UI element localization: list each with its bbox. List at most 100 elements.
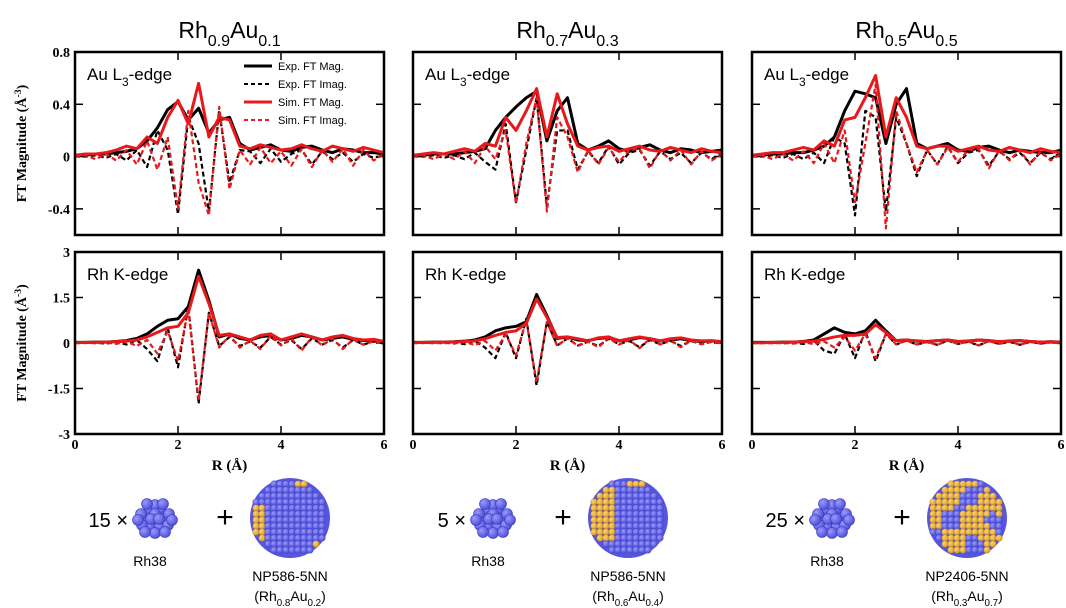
- rh-atom: [270, 522, 278, 530]
- rh-atom: [276, 504, 284, 512]
- rh-atom: [288, 510, 296, 518]
- au-atom: [977, 522, 985, 530]
- au-atom: [590, 528, 598, 536]
- rh-atom: [300, 546, 308, 554]
- rh-atom: [632, 492, 640, 500]
- au-atom: [590, 510, 598, 518]
- au-atom: [252, 516, 260, 524]
- rh-atom: [258, 498, 266, 506]
- rh-atom: [941, 510, 949, 518]
- series-line: [75, 274, 384, 345]
- plot-area: [752, 318, 1061, 363]
- rh-atom: [300, 534, 308, 542]
- text-part: Rh: [178, 17, 207, 43]
- rh-atom: [288, 528, 296, 536]
- text-part: 0.5: [885, 32, 907, 50]
- large-label: NP2406-5NN: [925, 568, 1008, 584]
- au-atom: [989, 492, 997, 500]
- au-atom: [632, 480, 640, 488]
- rh-atom: [608, 480, 616, 488]
- text-part: Au: [568, 17, 596, 43]
- series-line: [413, 87, 722, 157]
- au-atom: [596, 534, 604, 542]
- au-atom: [602, 516, 610, 524]
- au-atom: [258, 528, 266, 536]
- large-label: NP586-5NN: [252, 568, 327, 584]
- rh-atom: [965, 486, 973, 494]
- text-part: 0.3: [596, 32, 618, 50]
- rh-atom: [644, 498, 652, 506]
- rh-atom: [977, 480, 985, 488]
- rh-atom: [282, 492, 290, 500]
- series-line: [413, 96, 722, 213]
- rh-atom: [282, 504, 290, 512]
- au-atom: [977, 492, 985, 500]
- au-atom: [608, 510, 616, 518]
- au-atom: [953, 486, 961, 494]
- au-atom: [596, 492, 604, 500]
- rh-atom: [282, 528, 290, 536]
- au-atom: [989, 528, 997, 536]
- rh-atom: [306, 516, 314, 524]
- rh-atom: [656, 498, 664, 506]
- rh38-atom: [477, 526, 489, 538]
- au-atom: [638, 480, 646, 488]
- rh-atom: [977, 546, 985, 554]
- multiplier: 5 ×: [438, 510, 466, 532]
- au-atom: [602, 486, 610, 494]
- legend-label: Exp. FT Imag.: [278, 79, 347, 91]
- au-atom: [602, 522, 610, 530]
- text-part: ): [659, 588, 664, 604]
- rh-atom: [614, 516, 622, 524]
- au-atom: [983, 492, 991, 500]
- rh-atom: [264, 486, 272, 494]
- rh-atom: [644, 510, 652, 518]
- rh-atom: [989, 510, 997, 518]
- x-tick-label: 0: [72, 438, 79, 453]
- rh-atom: [294, 492, 302, 500]
- rh-atom: [959, 498, 967, 506]
- au-atom: [983, 534, 991, 542]
- au-atom: [941, 504, 949, 512]
- rh-atom: [294, 498, 302, 506]
- au-atom: [965, 522, 973, 530]
- rh-atom: [264, 540, 272, 548]
- rh-atom: [288, 540, 296, 548]
- au-atom: [953, 480, 961, 488]
- rh-atom: [650, 522, 658, 530]
- rh-atom: [638, 504, 646, 512]
- au-atom: [959, 480, 967, 488]
- rh-atom: [276, 522, 284, 530]
- rh-atom: [650, 510, 658, 518]
- text-part: Au: [290, 588, 307, 604]
- au-atom: [953, 528, 961, 536]
- y-tick-label: 0: [63, 151, 70, 166]
- text-part: 0.5: [935, 32, 957, 50]
- rh-atom: [638, 546, 646, 554]
- text-part: (Rh: [254, 588, 277, 604]
- plot-frame: [73, 50, 386, 237]
- x-tick-label: 2: [513, 438, 520, 453]
- plus: +: [893, 501, 911, 534]
- rh-atom: [650, 504, 658, 512]
- au-atom: [995, 504, 1003, 512]
- y-tick-label: -1.5: [48, 383, 70, 398]
- rh-atom: [965, 540, 973, 548]
- au-atom: [935, 516, 943, 524]
- rh-atom: [656, 528, 664, 536]
- au-atom: [947, 528, 955, 536]
- rh-atom: [626, 528, 634, 536]
- au-atom: [983, 498, 991, 506]
- plot-frame: [750, 50, 1063, 237]
- text-part: Rh K-edge: [764, 265, 845, 284]
- rh-atom: [614, 522, 622, 530]
- text-part: ): [321, 588, 326, 604]
- text-part: FT Magnitude (Å: [14, 296, 30, 402]
- rh-atom: [282, 522, 290, 530]
- au-atom: [977, 516, 985, 524]
- rh38-atom: [816, 526, 828, 538]
- series-line: [75, 105, 384, 217]
- au-atom: [590, 504, 598, 512]
- au-atom: [312, 540, 320, 548]
